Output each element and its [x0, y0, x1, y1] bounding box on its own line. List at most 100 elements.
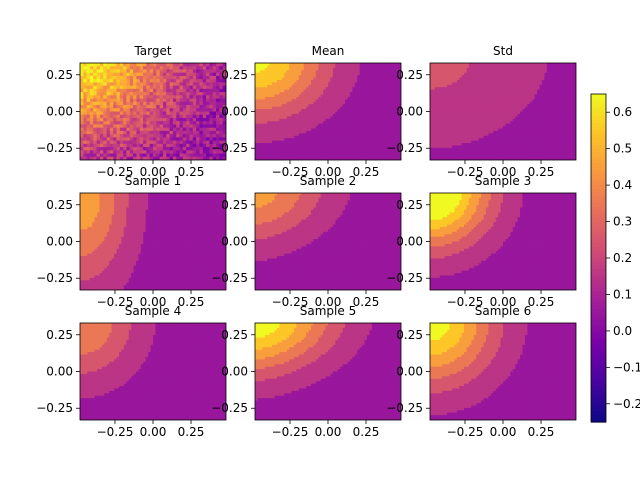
x-tick-label: 0.00 — [140, 425, 167, 439]
colorbar-cell — [591, 104, 606, 110]
colorbar-cell — [591, 130, 606, 135]
colorbar-cell — [591, 210, 606, 215]
y-tick-label: 0.25 — [221, 328, 248, 342]
colorbar-cell — [591, 290, 606, 296]
heatmap-cells — [80, 193, 226, 290]
colorbar-cell — [591, 196, 606, 201]
heatmap-cells — [430, 193, 576, 290]
colorbar: 0.6 0.5 0.4 0.3 0.2 0.1 0.0 −0.1 −0.2 — [590, 93, 640, 423]
colorbar-cell — [591, 148, 606, 153]
subplot-6: Sample 3 −0.25 0.00 0.25 −0.25 0.00 0.25 — [386, 174, 577, 309]
subplot-title: Sample 5 — [300, 304, 356, 318]
colorbar-cell — [591, 250, 606, 255]
colorbar-cell — [591, 123, 606, 128]
colorbar-cell — [591, 338, 606, 343]
colorbar-cell — [591, 188, 606, 193]
x-tick-label: −0.25 — [97, 295, 134, 309]
y-tick-label: −0.25 — [386, 271, 423, 285]
colorbar-cell — [591, 298, 606, 303]
colorbar-tick-label: 0.4 — [613, 178, 632, 192]
colorbar-cell — [591, 261, 606, 266]
colorbar-cell — [591, 418, 606, 423]
colorbar-cell — [591, 159, 606, 164]
x-tick-label: −0.25 — [447, 425, 484, 439]
subplot-3: Std −0.25 0.00 0.25 −0.25 0.00 0.25 — [386, 44, 577, 179]
subplot-5: Sample 2 −0.25 0.00 0.25 −0.25 0.00 0.25 — [211, 174, 402, 309]
colorbar-cell — [591, 389, 606, 394]
y-tick-label: 0.00 — [396, 105, 423, 119]
colorbar-tick-label: −0.2 — [613, 397, 640, 411]
colorbar-cell — [591, 305, 606, 310]
colorbar-cell — [591, 254, 606, 259]
colorbar-cell — [591, 177, 606, 183]
colorbar-cell — [591, 279, 606, 285]
colorbar-cell — [591, 330, 606, 336]
colorbar-cell — [591, 228, 606, 234]
x-tick-label: 0.25 — [528, 425, 555, 439]
colorbar-cell — [591, 108, 606, 113]
colorbar-cell — [591, 192, 606, 197]
colorbar-cell — [591, 145, 606, 150]
y-tick-label: 0.25 — [46, 328, 73, 342]
colorbar-cell — [591, 243, 606, 248]
colorbar-cell — [591, 400, 606, 405]
colorbar-cell — [591, 199, 606, 204]
x-tick-label: 0.25 — [353, 295, 380, 309]
colorbar-cell — [591, 134, 606, 139]
colorbar-cell — [591, 349, 606, 354]
y-tick-label: 0.25 — [221, 198, 248, 212]
colorbar-tick-label: 0.3 — [613, 215, 632, 229]
colorbar-cell — [591, 214, 606, 219]
colorbar-cell — [591, 247, 606, 252]
x-tick-label: 0.00 — [315, 165, 342, 179]
colorbar-tick-label: −0.1 — [613, 360, 640, 374]
colorbar-cell — [591, 363, 606, 368]
heatmap-cells — [80, 323, 226, 420]
x-tick-label: −0.25 — [447, 165, 484, 179]
colorbar-cell — [591, 181, 606, 186]
colorbar-cell — [591, 185, 606, 190]
y-tick-label: −0.25 — [211, 141, 248, 155]
y-tick-label: −0.25 — [36, 271, 73, 285]
heatmap-cells — [430, 323, 576, 420]
colorbar-cell — [591, 385, 606, 390]
colorbar-cell — [591, 356, 606, 361]
y-tick-label: 0.00 — [221, 235, 248, 249]
colorbar-cell — [591, 294, 606, 299]
subplot-title: Mean — [312, 44, 345, 58]
x-tick-label: 0.00 — [490, 295, 517, 309]
y-tick-label: 0.25 — [221, 68, 248, 82]
colorbar-cell — [591, 341, 606, 347]
subplot-title: Std — [493, 44, 513, 58]
colorbar-cell — [591, 378, 606, 383]
subplot-1: Target −0.25 0.00 0.25 −0.25 0.00 0.25 — [36, 44, 227, 179]
colorbar-cell — [591, 367, 606, 372]
y-tick-label: 0.00 — [221, 105, 248, 119]
colorbar-cell — [591, 236, 606, 241]
colorbar-cell — [591, 334, 606, 339]
colorbar-cell — [591, 374, 606, 379]
colorbar-cell — [591, 163, 606, 168]
colorbar-cell — [591, 206, 606, 212]
x-tick-label: 0.00 — [490, 165, 517, 179]
colorbar-cell — [591, 152, 606, 157]
colorbar-cell — [591, 381, 606, 387]
heatmap-cells — [80, 63, 226, 160]
colorbar-cell — [591, 407, 606, 412]
x-tick-label: −0.25 — [272, 165, 309, 179]
colorbar-cell — [591, 203, 606, 208]
y-tick-label: 0.00 — [396, 235, 423, 249]
x-tick-label: 0.00 — [315, 425, 342, 439]
colorbar-cell — [591, 221, 606, 226]
colorbar-tick-label: 0.2 — [613, 251, 632, 265]
colorbar-cell — [591, 327, 606, 332]
colorbar-tick-label: 0.5 — [613, 142, 632, 156]
y-tick-label: 0.25 — [46, 68, 73, 82]
x-tick-label: 0.25 — [528, 165, 555, 179]
subplot-title: Sample 1 — [125, 174, 181, 188]
heatmap-cells — [255, 193, 401, 290]
colorbar-cell — [591, 170, 606, 175]
colorbar-cell — [591, 265, 606, 270]
subplot-title: Sample 6 — [475, 304, 531, 318]
heatmap-cells — [255, 323, 401, 420]
